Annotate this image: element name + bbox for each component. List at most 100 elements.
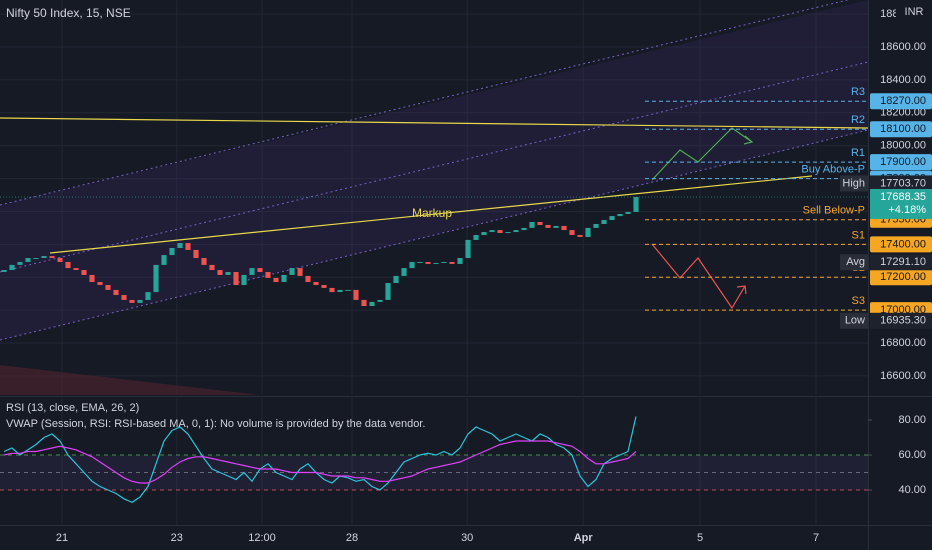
candle (537, 222, 543, 225)
candle (137, 299, 143, 303)
candle (433, 262, 439, 264)
x-tick-label: 5 (697, 532, 703, 544)
candle (145, 292, 151, 300)
level-name: Sell Below-P (803, 205, 865, 217)
currency-box (896, 4, 930, 20)
candle (337, 289, 343, 293)
candle (385, 283, 391, 300)
candle (449, 261, 455, 264)
candle (353, 289, 359, 300)
candle (593, 223, 599, 228)
down-arrow (736, 285, 747, 295)
level-box (870, 154, 932, 171)
down-path (651, 243, 746, 310)
candle (105, 284, 111, 290)
level-name: S3 (852, 295, 865, 307)
candle (73, 268, 79, 271)
price-name: High (842, 177, 865, 189)
candle (241, 274, 247, 285)
candle (169, 247, 175, 256)
candle (249, 268, 255, 275)
candle (25, 258, 31, 262)
x-tick-label: 12:00 (248, 532, 276, 544)
candle (633, 197, 639, 212)
candle (233, 271, 239, 285)
candle (441, 261, 447, 263)
y-tick-label: 60.00 (898, 449, 926, 461)
x-tick-label: 21 (56, 532, 68, 544)
candle (177, 243, 183, 248)
candle (625, 211, 631, 214)
candle (529, 222, 535, 228)
candle (361, 299, 367, 307)
price-name-box (840, 175, 868, 192)
level-name: S1 (852, 229, 865, 241)
candle (417, 261, 423, 263)
candle (473, 234, 479, 240)
rsi-subtitle: VWAP (Session, RSI: RSI-based MA, 0, 1):… (6, 418, 425, 430)
level-box (870, 269, 932, 286)
y-tick-label: 16800.00 (880, 337, 926, 349)
level-box (870, 236, 932, 253)
level-box (870, 93, 932, 110)
candle (161, 255, 167, 265)
candle (49, 256, 55, 259)
candle (9, 264, 15, 271)
candle (497, 230, 503, 234)
candle (257, 268, 263, 272)
rsi-line (3, 440, 637, 484)
price-name: Avg (846, 256, 865, 268)
x-tick-label: Apr (574, 532, 594, 544)
candle (65, 261, 71, 269)
last-price: 17688.35 (880, 191, 926, 203)
candle (393, 275, 399, 284)
y-tick-label: 18600.00 (880, 41, 926, 53)
candle (369, 301, 375, 307)
candle (617, 213, 623, 217)
price-label: 17703.70 (880, 177, 926, 189)
candle (57, 258, 63, 262)
trend-line (49, 175, 813, 254)
candle (265, 271, 271, 278)
candle (17, 261, 23, 265)
rsi-title: RSI (13, close, EMA, 26, 2) (6, 402, 139, 414)
candle (521, 227, 527, 231)
candle (113, 289, 119, 296)
level-name: R1 (851, 147, 865, 159)
red-zone (0, 365, 260, 395)
candle (569, 230, 575, 235)
candle (585, 227, 591, 237)
channel-lower (0, 129, 869, 341)
price-name-box (840, 312, 868, 329)
y-tick-label: 40.00 (898, 484, 926, 496)
level-label: 17400.00 (880, 238, 926, 250)
candle (401, 268, 407, 276)
candle (185, 243, 191, 250)
y-tick-label: 16600.00 (880, 370, 926, 382)
price-box (870, 312, 932, 329)
resistance-line (0, 117, 869, 129)
level-label: 18270.00 (880, 95, 926, 107)
candle (217, 270, 223, 275)
candle (561, 225, 567, 231)
candle (41, 256, 47, 259)
candle (289, 268, 295, 275)
candle (601, 220, 607, 224)
candle (273, 277, 279, 283)
price-label: 16935.30 (880, 315, 926, 327)
level-label: 17900.00 (880, 156, 926, 168)
candle (153, 264, 159, 293)
candle (193, 249, 199, 259)
candle (409, 261, 415, 269)
y-tick-label: 18200.00 (880, 107, 926, 119)
candle (465, 239, 471, 259)
candle (513, 230, 519, 233)
price-box (870, 254, 932, 271)
candle (281, 274, 287, 283)
candle (545, 224, 551, 228)
candle (377, 299, 383, 302)
y-tick-label: 18400.00 (880, 74, 926, 86)
candle (209, 264, 215, 271)
channel (0, 0, 868, 340)
